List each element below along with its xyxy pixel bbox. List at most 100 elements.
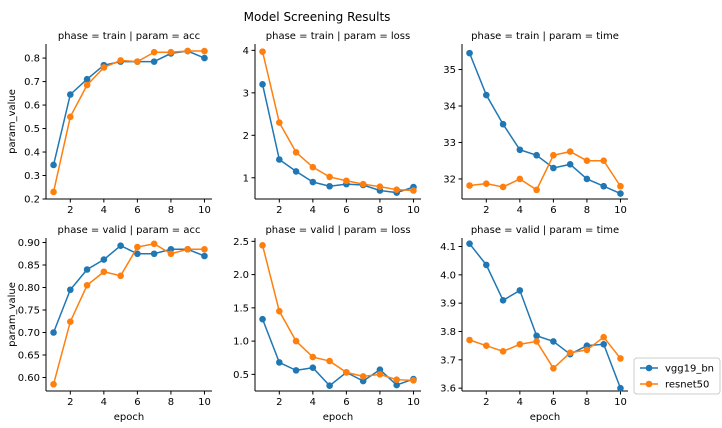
y-tick-label: 0.85 bbox=[18, 261, 40, 272]
x-tick-label: 4 bbox=[310, 205, 316, 216]
x-tick-label: 8 bbox=[168, 397, 174, 408]
x-tick-label: 10 bbox=[198, 205, 211, 216]
x-tick-label: 10 bbox=[614, 397, 627, 408]
data-point bbox=[483, 342, 490, 349]
data-point bbox=[359, 180, 367, 188]
data-point bbox=[309, 364, 317, 372]
y-tick-label: 1.5 bbox=[233, 303, 249, 314]
legend-label: resnet50 bbox=[665, 380, 709, 391]
data-point bbox=[617, 182, 624, 190]
data-point bbox=[83, 266, 91, 273]
series-line bbox=[261, 245, 414, 382]
x-tick-label: 6 bbox=[343, 205, 349, 216]
x-tick-label: 10 bbox=[407, 205, 420, 216]
x-tick-label: 2 bbox=[67, 397, 73, 408]
data-point bbox=[343, 369, 350, 376]
data-point bbox=[276, 119, 283, 126]
legend-entry: resnet50 bbox=[640, 380, 709, 391]
y-tick-label: 2 bbox=[243, 131, 249, 142]
series-resnet50 bbox=[50, 47, 208, 196]
data-point bbox=[150, 48, 158, 56]
data-point bbox=[499, 348, 507, 355]
data-point bbox=[376, 371, 384, 378]
series-vgg19_bn bbox=[466, 240, 624, 392]
x-tick-label: 2 bbox=[276, 397, 282, 408]
data-point bbox=[201, 245, 208, 253]
data-point bbox=[100, 256, 108, 263]
legend-marker bbox=[645, 364, 653, 372]
data-point bbox=[516, 175, 524, 183]
data-point bbox=[184, 47, 191, 55]
y-tick-label: 4 bbox=[243, 46, 249, 57]
data-point bbox=[617, 190, 624, 197]
data-point bbox=[566, 161, 574, 168]
data-point bbox=[326, 182, 333, 190]
data-point bbox=[259, 315, 266, 323]
y-tick-label: 3.9 bbox=[440, 299, 456, 310]
series-resnet50 bbox=[259, 48, 417, 194]
data-point bbox=[393, 376, 400, 383]
x-tick-label: 4 bbox=[101, 205, 107, 216]
series-line bbox=[469, 336, 622, 370]
x-tick-label: 4 bbox=[517, 205, 523, 216]
series-line bbox=[469, 150, 622, 191]
data-point bbox=[259, 81, 266, 88]
y-axis-label: param_value bbox=[7, 282, 18, 347]
data-point bbox=[276, 359, 283, 366]
x-tick-label: 2 bbox=[483, 397, 489, 408]
data-point bbox=[150, 240, 158, 248]
data-point bbox=[134, 250, 141, 258]
data-point bbox=[201, 47, 208, 55]
data-point bbox=[201, 252, 208, 260]
data-point bbox=[292, 168, 300, 175]
x-axis-label: epoch bbox=[323, 412, 353, 423]
data-point bbox=[292, 337, 300, 345]
data-point bbox=[201, 54, 208, 62]
x-tick-label: 8 bbox=[377, 397, 383, 408]
data-point bbox=[466, 240, 473, 247]
series-resnet50 bbox=[466, 148, 624, 194]
data-point bbox=[150, 58, 158, 65]
data-point bbox=[67, 318, 74, 326]
x-tick-label: 10 bbox=[198, 397, 211, 408]
subplot-4: phase = valid | param = acc 2 4 6 8 10 0.60 0.6… bbox=[7, 225, 212, 423]
y-tick-label: 34 bbox=[443, 102, 456, 113]
data-point bbox=[117, 272, 124, 280]
x-tick-label: 2 bbox=[483, 205, 489, 216]
x-tick-label: 6 bbox=[550, 205, 556, 216]
data-point bbox=[533, 338, 540, 345]
data-point bbox=[167, 250, 175, 258]
data-point bbox=[483, 91, 490, 99]
data-point bbox=[100, 268, 108, 276]
x-tick-label: 2 bbox=[67, 205, 73, 216]
data-point bbox=[550, 365, 557, 372]
series-line bbox=[261, 84, 414, 194]
y-tick-label: 4.0 bbox=[440, 270, 456, 281]
data-point bbox=[550, 338, 557, 345]
series-line bbox=[261, 318, 414, 387]
y-tick-label: 0.6 bbox=[24, 101, 40, 112]
data-point bbox=[533, 151, 540, 159]
series-resnet50 bbox=[466, 333, 624, 372]
figure-title: Model Screening Results bbox=[244, 10, 391, 24]
series-line bbox=[52, 50, 205, 193]
legend-frame bbox=[633, 357, 721, 395]
data-point bbox=[410, 187, 417, 194]
y-tick-label: 32 bbox=[443, 174, 456, 185]
data-point bbox=[393, 381, 400, 389]
data-point bbox=[550, 151, 557, 159]
subplot-title: phase = valid | param = time bbox=[471, 225, 619, 236]
data-point bbox=[583, 175, 591, 183]
data-point bbox=[466, 336, 473, 344]
data-point bbox=[309, 353, 317, 361]
data-point bbox=[259, 48, 266, 55]
y-tick-label: 0.7 bbox=[24, 77, 40, 88]
data-point bbox=[600, 182, 607, 190]
x-tick-label: 4 bbox=[517, 397, 523, 408]
subplot-title: phase = train | param = loss bbox=[266, 31, 410, 42]
data-point bbox=[533, 186, 540, 194]
series-line bbox=[468, 243, 622, 389]
data-point bbox=[292, 367, 300, 374]
data-point bbox=[292, 148, 300, 156]
